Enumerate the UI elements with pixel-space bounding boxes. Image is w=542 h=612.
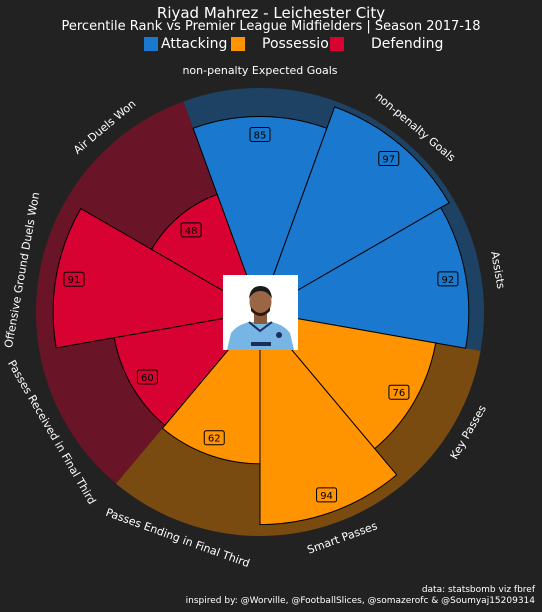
value-box-assists	[437, 271, 459, 287]
legend-label-attacking: Attacking	[161, 36, 228, 52]
value-label-smart-passes: 94	[320, 491, 333, 502]
data-source-note: data: statsbomb viz fbref	[421, 585, 535, 595]
value-label-assists: 92	[442, 275, 455, 286]
chart-subtitle: Percentile Rank vs Premier League Midfie…	[61, 19, 481, 34]
legend-swatch-defending	[330, 37, 344, 51]
value-box-smart-passes	[316, 487, 338, 503]
value-label-key-passes: 76	[393, 388, 406, 399]
legend-swatch-attacking	[144, 37, 158, 51]
legend-item-attacking: Attacking	[144, 35, 227, 53]
value-label-offensive-ground-duels-won: 91	[68, 275, 81, 286]
value-box-non-penalty-goals	[378, 151, 400, 167]
legend: Attacking Possession Defending	[0, 35, 542, 53]
value-label-non-penalty-goals: 97	[382, 155, 395, 166]
param-label-non-penalty-expected-goals: non-penalty Expected Goals	[182, 64, 337, 77]
credits-note: inspired by: @Worville, @FootballSlices,…	[185, 596, 535, 606]
value-label-air-duels-won: 48	[185, 226, 198, 237]
value-label-non-penalty-expected-goals: 85	[254, 131, 267, 142]
param-label-offensive-ground-duels-won: Offensive Ground Duels Won	[2, 191, 42, 349]
chart-title: Riyad Mahrez - Leichester City	[156, 4, 386, 22]
value-box-offensive-ground-duels-won	[63, 271, 85, 287]
value-box-non-penalty-expected-goals	[249, 127, 271, 142]
legend-swatch-possession	[231, 37, 245, 51]
legend-item-defending: Defending	[330, 35, 443, 53]
legend-label-defending: Defending	[371, 36, 444, 52]
value-box-key-passes	[388, 384, 410, 400]
param-label-assists: Assists	[488, 250, 507, 290]
value-box-passes-ending-in-final-third	[203, 430, 225, 446]
slices	[52, 106, 470, 526]
player-photo	[223, 275, 298, 350]
legend-item-possession: Possession	[231, 35, 338, 53]
value-box-air-duels-won	[180, 222, 202, 238]
value-box-passes-received-in-final-third	[136, 369, 158, 385]
value-labels: 85 97 92 76 94 62 60 91 48	[63, 127, 459, 503]
value-label-passes-ending-in-final-third: 62	[208, 434, 221, 445]
value-label-passes-received-in-final-third: 60	[141, 373, 154, 384]
legend-label-possession: Possession	[262, 36, 338, 52]
